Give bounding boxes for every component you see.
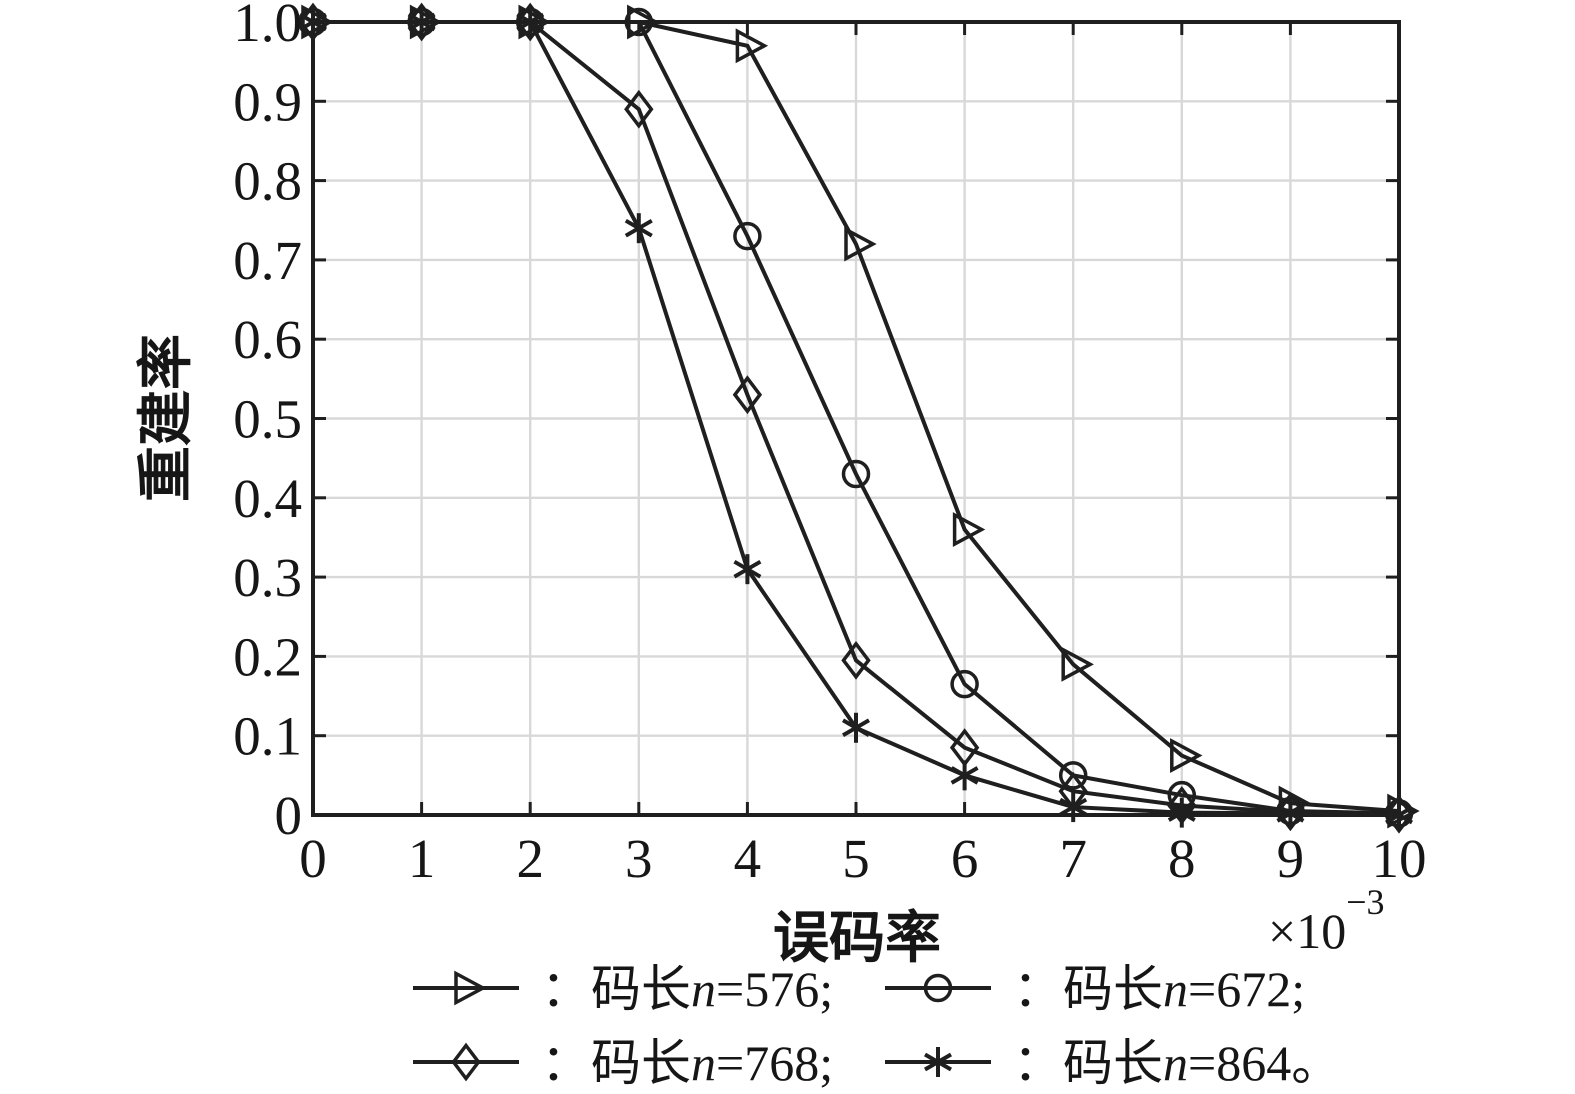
x-axis-multiplier: ×10−3: [1268, 882, 1385, 959]
svg-text:0.6: 0.6: [233, 309, 302, 370]
legend-label: ：码长n=768;: [541, 1035, 833, 1091]
legend-item-triangle-right: ：码长n=576;: [413, 961, 833, 1017]
legend: ：码长n=576; ：码长n=672; ：码长n=768; ：码长n=864。: [413, 961, 1341, 1091]
svg-text:0.3: 0.3: [233, 547, 302, 608]
svg-text:8: 8: [1168, 828, 1196, 889]
svg-text:5: 5: [842, 828, 870, 889]
legend-item-asterisk: ：码长n=864。: [885, 1035, 1341, 1091]
legend-label: ：码长n=672;: [1013, 961, 1305, 1017]
svg-text:0.2: 0.2: [233, 626, 302, 687]
svg-text:0.5: 0.5: [233, 389, 302, 450]
legend-item-diamond: ：码长n=768;: [413, 1035, 833, 1091]
svg-text:7: 7: [1059, 828, 1087, 889]
svg-text:10: 10: [1372, 828, 1427, 889]
legend-item-circle: ：码长n=672;: [885, 961, 1305, 1017]
legend-label: ：码长n=864。: [1013, 1035, 1341, 1091]
svg-text:0.9: 0.9: [233, 71, 302, 132]
grid-lines: [313, 22, 1399, 815]
y-tick-labels: 0 0.1 0.2 0.3 0.4 0.5 0.6 0.7 0.8 0.9 1.0: [233, 0, 302, 846]
svg-text:0.1: 0.1: [233, 706, 302, 767]
svg-text:2: 2: [516, 828, 544, 889]
x-axis-label: 误码率: [773, 908, 941, 970]
svg-text:1: 1: [408, 828, 436, 889]
x-tick-labels: 0 1 2 3 4 5 6 7 8 9 10: [299, 828, 1426, 889]
legend-label: ：码长n=576;: [541, 961, 833, 1017]
svg-text:0: 0: [299, 828, 327, 889]
svg-text:3: 3: [625, 828, 653, 889]
y-axis-label: 重建率: [136, 334, 198, 502]
svg-text:0.4: 0.4: [233, 468, 302, 529]
svg-text:9: 9: [1277, 828, 1305, 889]
svg-text:0: 0: [275, 785, 303, 846]
series-asterisk: [299, 7, 1413, 830]
series-triangle-right: [301, 4, 1420, 829]
svg-text:4: 4: [734, 828, 762, 889]
svg-text:1.0: 1.0: [233, 0, 302, 53]
svg-text:0.7: 0.7: [233, 230, 302, 291]
svg-text:6: 6: [951, 828, 979, 889]
svg-text:0.8: 0.8: [233, 151, 302, 212]
